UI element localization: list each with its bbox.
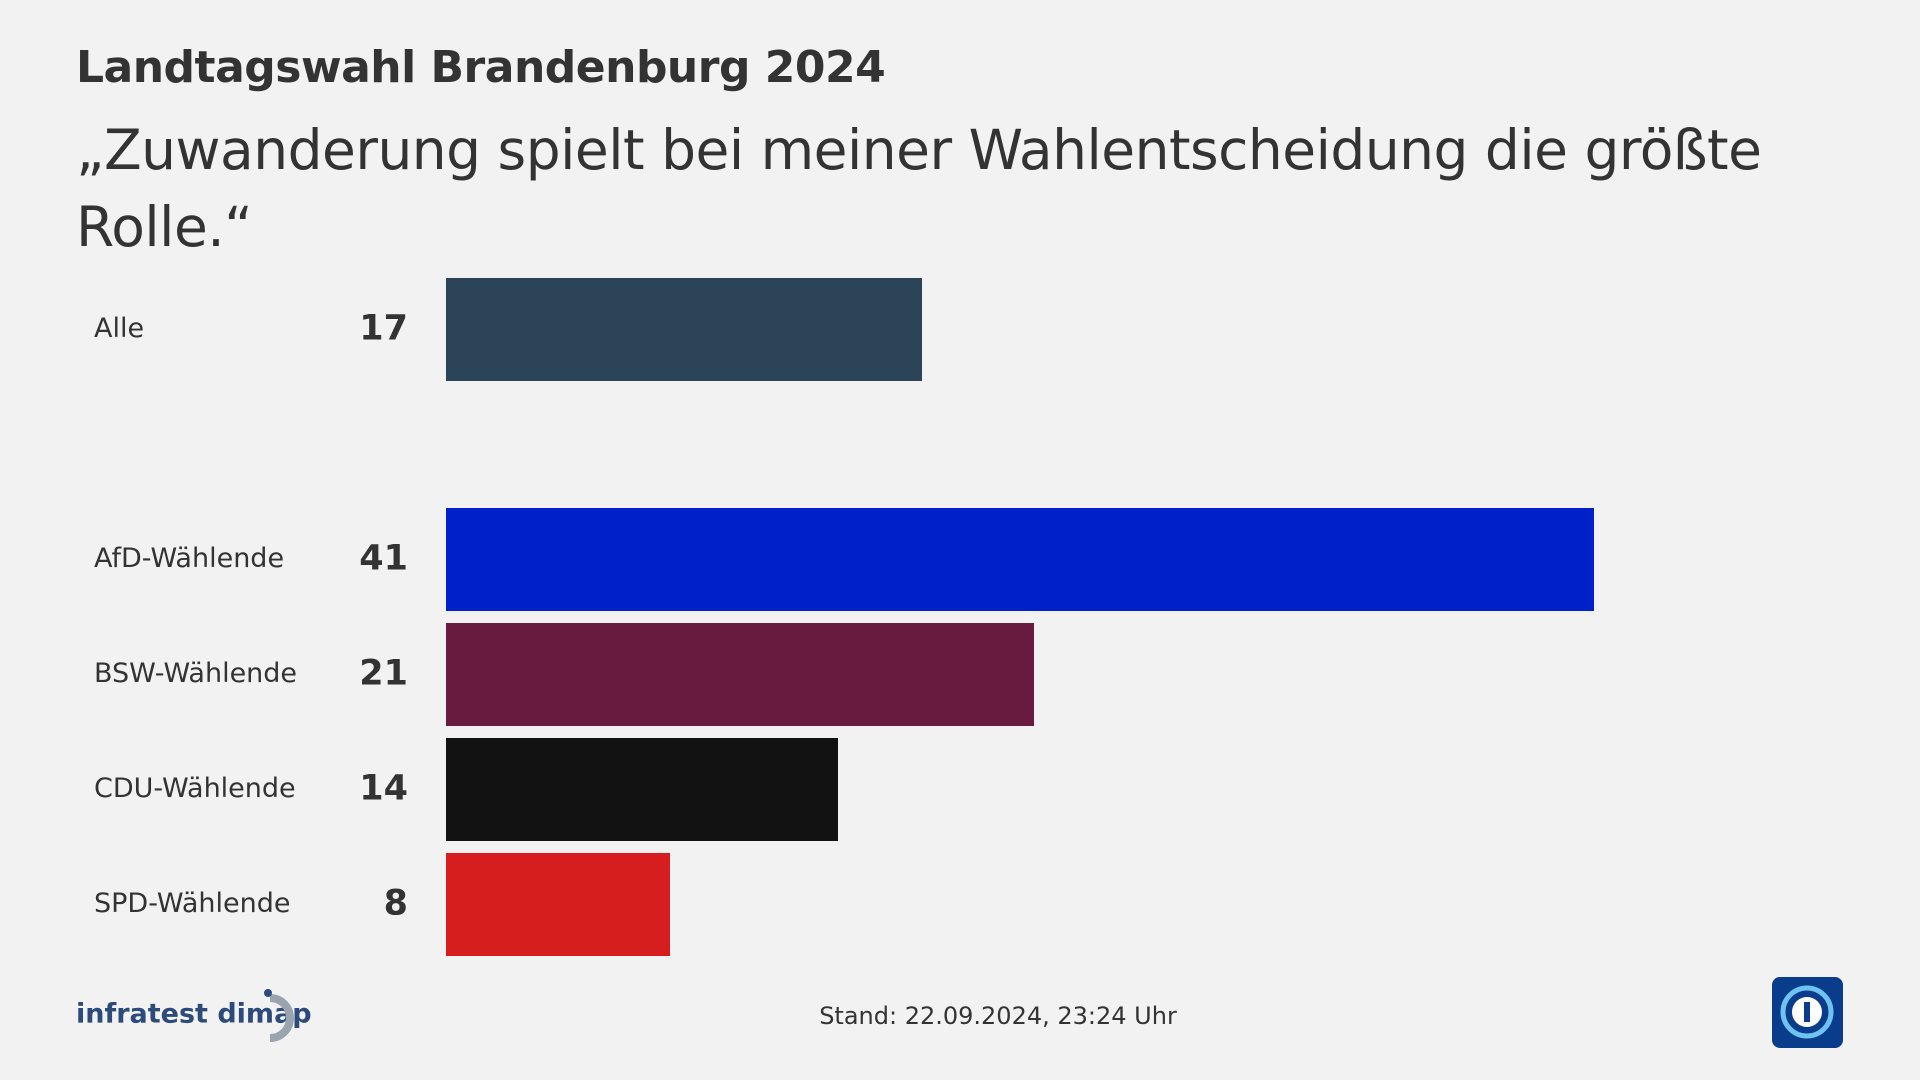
value-label: 41	[359, 539, 408, 579]
value-label: 21	[359, 654, 408, 694]
category-label: SPD-Wählende	[94, 888, 290, 919]
bar	[446, 623, 1034, 726]
value-label: 8	[384, 884, 408, 924]
chart-subtitle: „Zuwanderung spielt bei meiner Wahlentsc…	[76, 118, 1762, 259]
category-label: AfD-Wählende	[94, 543, 284, 574]
value-label: 14	[359, 769, 408, 809]
chart-title: Landtagswahl Brandenburg 2024	[76, 42, 886, 93]
broadcaster-logo	[1772, 977, 1843, 1048]
footnote: Stand: 22.09.2024, 23:24 Uhr	[819, 1002, 1177, 1030]
value-label: 17	[359, 309, 408, 349]
bar	[446, 738, 838, 841]
bar	[446, 508, 1594, 611]
bar	[446, 278, 922, 381]
source: infratest dimap	[76, 999, 312, 1030]
source-logo	[264, 989, 294, 1042]
category-label: CDU-Wählende	[94, 773, 296, 804]
bar	[446, 853, 670, 956]
category-label: Alle	[94, 313, 144, 344]
category-label: BSW-Wählende	[94, 658, 297, 689]
